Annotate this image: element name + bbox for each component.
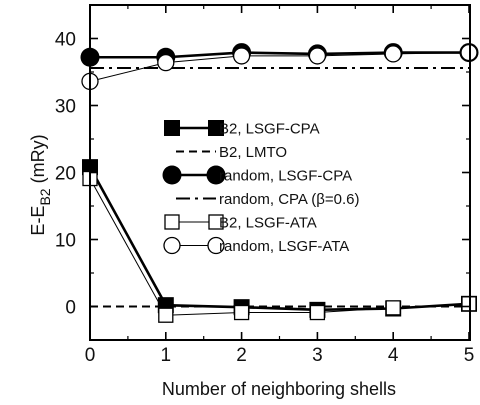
y-tick-label-40: 40 xyxy=(55,30,76,51)
legend-marker-2 xyxy=(162,165,182,185)
legend-marker-5-end xyxy=(207,236,225,255)
x-tick-label-1: 1 xyxy=(161,345,172,366)
legend-marker-0-end xyxy=(208,120,224,136)
x-axis-title: Number of neighboring shells xyxy=(162,379,396,399)
series-5-point-4 xyxy=(384,45,402,63)
legend-marker-5 xyxy=(163,236,181,255)
series-line-2 xyxy=(90,51,469,59)
series-5-point-2 xyxy=(232,47,251,65)
y-axis-title-unit: (mRy) xyxy=(28,134,48,188)
legend-marker-4-end xyxy=(208,214,224,230)
plot-lines xyxy=(88,51,470,316)
y-axis-title: E-EB2 (mRy) xyxy=(28,134,53,235)
y-tick-label-20: 20 xyxy=(55,164,76,185)
y-axis-title-sub: B2 xyxy=(37,188,53,205)
series-4-point-1 xyxy=(158,307,174,323)
x-tick-label-0: 0 xyxy=(85,345,96,366)
y-tick-label-0: 0 xyxy=(65,298,76,319)
legend-marker-2-end xyxy=(206,165,226,185)
series-4-point-3 xyxy=(309,304,326,321)
series-5-point-3 xyxy=(308,47,327,65)
legend-label-3: random, CPA (β=0.6) xyxy=(219,191,360,208)
series-line-5 xyxy=(89,52,470,82)
y-axis-title-main: E-E xyxy=(28,206,48,236)
legend-label-4: B2, LSGF-ATA xyxy=(219,215,317,232)
series-line-0 xyxy=(88,166,470,312)
y-tick-label-10: 10 xyxy=(55,231,76,252)
axis-ticks: 0 1 2 3 4 5 0 10 20 30 40 xyxy=(55,5,474,366)
series-line-4 xyxy=(89,178,470,316)
x-tick-label-2: 2 xyxy=(236,345,247,366)
legend-marker-0 xyxy=(164,120,180,136)
legend-label-5: random, LSGF-ATA xyxy=(219,238,349,255)
series-4-point-2 xyxy=(233,304,250,321)
y-tick-label-30: 30 xyxy=(55,97,76,118)
series-4-point-4 xyxy=(385,300,401,316)
legend: B2, LSGF-CPA B2, LMTO random, LSGF-CPA rand… xyxy=(162,120,360,255)
x-tick-label-4: 4 xyxy=(388,345,399,366)
data-markers xyxy=(80,43,479,323)
legend-label-2: random, LSGF-CPA xyxy=(219,168,352,185)
legend-label-0: B2, LSGF-CPA xyxy=(219,121,320,138)
x-tick-label-5: 5 xyxy=(464,345,475,366)
legend-marker-4 xyxy=(164,214,180,230)
legend-label-1: B2, LMTO xyxy=(219,144,287,161)
x-tick-label-3: 3 xyxy=(312,345,323,366)
series-5-point-1 xyxy=(157,53,175,72)
